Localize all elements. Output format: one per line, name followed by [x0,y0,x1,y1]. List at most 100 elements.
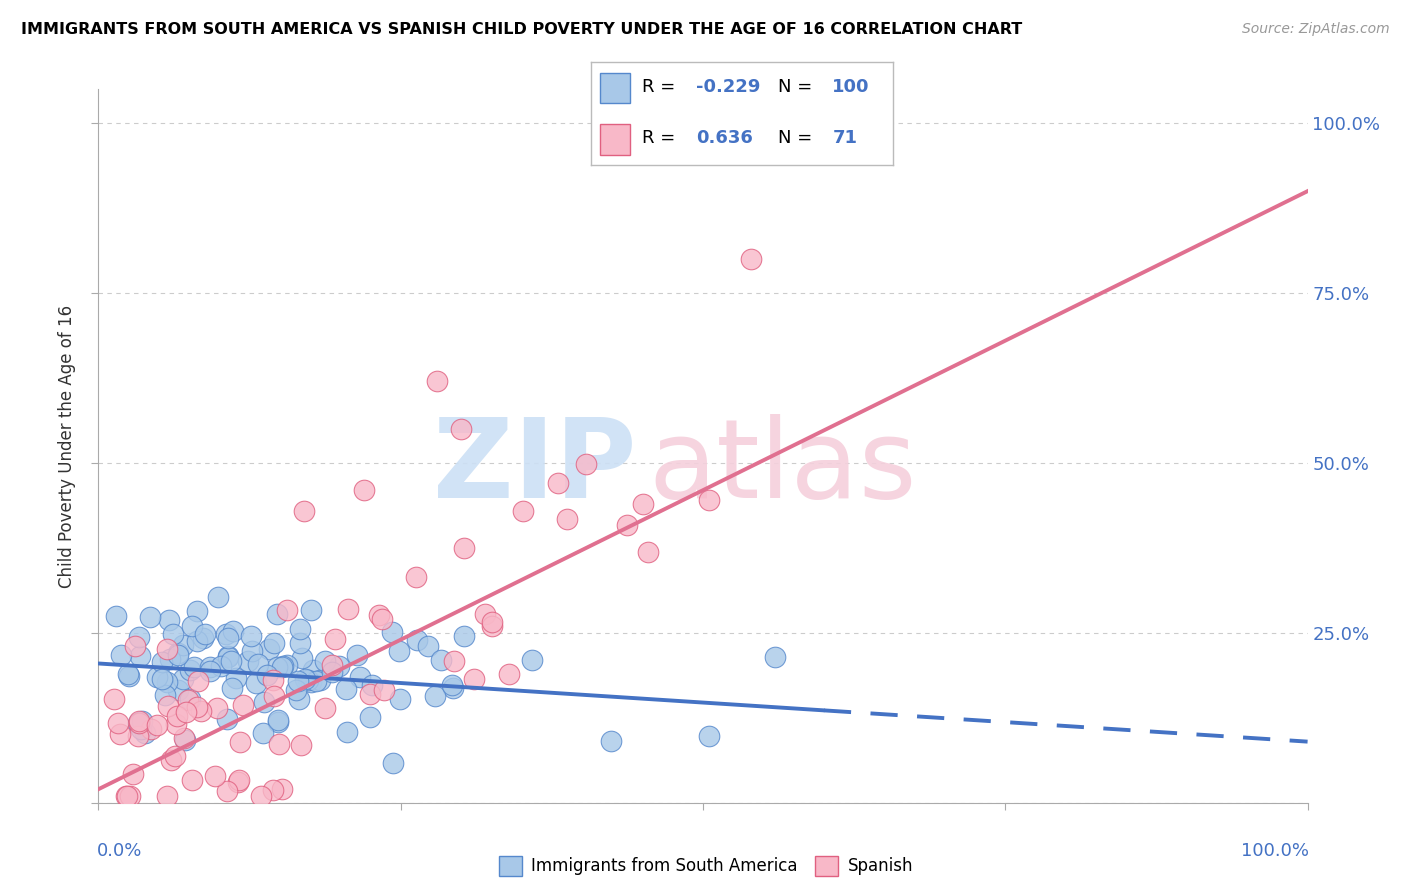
Point [214,627,236,641]
Point [139,610,162,624]
Point [217,631,239,645]
Point [284,683,307,698]
Text: atlas: atlas [648,414,917,521]
Point [177,693,200,707]
Point [314,654,336,668]
Text: 100: 100 [832,78,870,96]
Point [181,619,204,633]
Point [166,709,188,723]
Point [290,636,312,650]
Point [600,734,623,748]
Point [172,638,194,652]
Point [256,668,278,682]
Point [463,672,485,686]
Point [239,629,262,643]
Point [321,657,343,672]
Point [297,673,319,687]
Point [349,671,371,685]
Point [190,704,212,718]
Point [127,729,149,743]
Point [336,724,359,739]
Point [174,705,197,719]
Text: Spanish: Spanish [848,857,914,875]
Point [271,659,294,673]
Point [187,674,209,689]
Point [266,607,288,622]
Point [314,701,336,715]
Point [361,678,384,692]
Point [555,512,578,526]
Point [215,784,238,798]
Point [179,691,201,706]
Point [481,619,503,633]
Point [155,688,177,702]
Point [186,699,208,714]
Point [198,664,221,678]
Point [186,634,208,648]
Point [253,695,276,709]
Point [291,651,314,665]
Point [443,654,465,668]
Point [276,603,298,617]
Bar [599,124,630,155]
Point [262,673,284,688]
Point [520,653,543,667]
Point [453,629,475,643]
Point [335,681,357,696]
Point [159,652,181,666]
Point [166,648,188,663]
Point [373,682,395,697]
Point [110,648,132,662]
Point [221,624,243,638]
Point [162,626,184,640]
Point [134,726,156,740]
Point [631,497,654,511]
Point [186,604,208,618]
Point [150,672,173,686]
Point [156,789,179,803]
Point [346,648,368,662]
Point [173,731,195,745]
Point [236,654,259,668]
Point [429,652,451,666]
Point [266,659,288,673]
Point [232,698,254,712]
Point [405,569,427,583]
Point [292,503,315,517]
Point [207,701,229,715]
Point [117,667,139,681]
Point [271,781,294,796]
Point [225,671,247,685]
Text: 100.0%: 100.0% [1240,842,1309,860]
Point [120,789,142,803]
Point [305,674,328,689]
Point [245,676,267,690]
Point [270,660,292,674]
Point [637,545,659,559]
Point [128,631,150,645]
Point [267,713,290,727]
Point [294,672,316,686]
Point [287,673,309,688]
Point [323,632,346,647]
Point [167,646,190,660]
Point [288,691,311,706]
Point [174,732,197,747]
Point [267,715,290,730]
Point [122,767,145,781]
Point [290,738,312,752]
Point [299,674,322,689]
Point [416,639,439,653]
Point [191,632,214,646]
Point [115,789,138,803]
Point [217,712,239,726]
Point [389,691,412,706]
Point [353,483,375,498]
Point [128,716,150,731]
Text: -0.229: -0.229 [696,78,761,96]
Point [359,710,381,724]
Point [263,636,285,650]
Point [146,718,169,732]
Point [250,789,273,803]
Point [165,717,187,731]
